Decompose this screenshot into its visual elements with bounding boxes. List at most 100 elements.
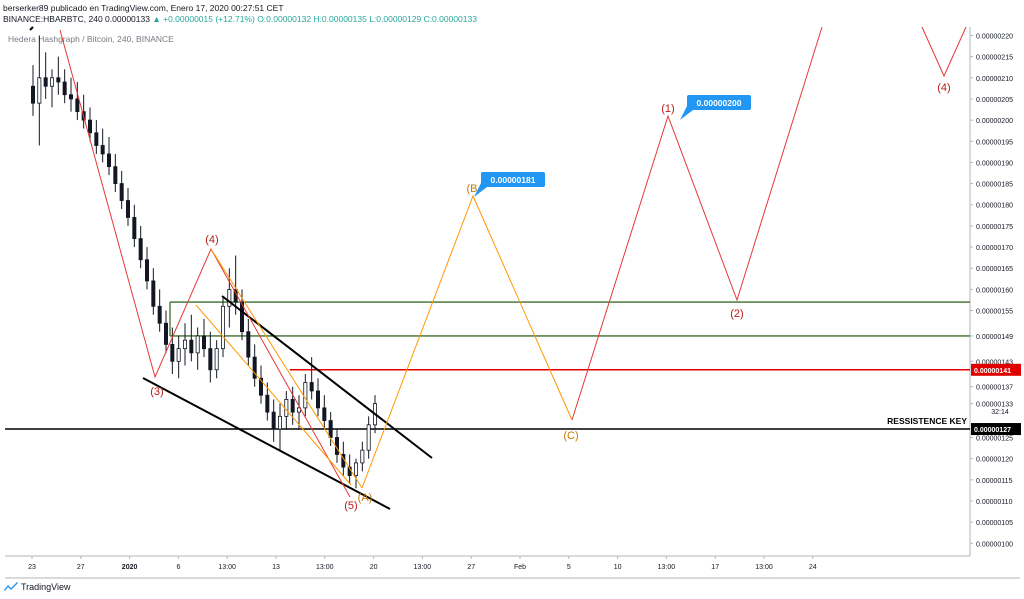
- y-tick-label: 0.00000170: [976, 245, 1013, 252]
- red-wave-path: [59, 29, 351, 498]
- y-tick-label: 0.00000143: [976, 359, 1013, 366]
- wave-label-red: (5): [344, 500, 357, 512]
- symbol-interval: BINANCE:HBARBTC, 240: [3, 14, 103, 24]
- candle-body: [239, 301, 244, 333]
- publish-info: berserker89 publicado en TradingView.com…: [3, 3, 284, 13]
- y-tick-label: 0.00000220: [976, 33, 1013, 40]
- wave-label-red: (1): [661, 103, 674, 115]
- candle-body: [119, 183, 124, 201]
- y-tick-label: 0.00000210: [976, 76, 1013, 83]
- candle-body: [353, 462, 358, 476]
- candle-body: [195, 335, 200, 354]
- candle-body: [144, 259, 149, 282]
- brand-name: TradingView: [21, 582, 71, 592]
- candle-body: [303, 382, 308, 409]
- x-tick-label: 27: [77, 564, 85, 571]
- top-trendline-stub: [29, 26, 34, 31]
- wave-label-orange: (A): [358, 492, 373, 504]
- wave-label-orange: (C): [563, 430, 578, 442]
- red-wave-projection: [571, 26, 823, 421]
- y-tick-label: 0.00000205: [976, 97, 1013, 104]
- wave-label-red: (4): [205, 234, 218, 246]
- candle-body: [75, 98, 80, 113]
- candle-body: [113, 166, 118, 184]
- ohlc-readout: BINANCE:HBARBTC, 240 0.00000133 ▲ +0.000…: [3, 14, 477, 24]
- x-tick-label: 23: [28, 564, 36, 571]
- symbol-legend: Hedera Hashgraph / Bitcoin, 240, BINANCE: [8, 34, 174, 44]
- candle-body: [290, 399, 295, 413]
- orange-leg-upper: [210, 248, 363, 489]
- candle-body: [37, 77, 42, 104]
- candle-body: [62, 81, 67, 96]
- ohlc-values: O:0.00000132 H:0.00000135 L:0.00000129 C…: [257, 14, 477, 24]
- candle-body: [252, 356, 257, 379]
- candle-body: [271, 411, 276, 430]
- candle-body: [176, 348, 181, 362]
- y-tick-label: 0.00000180: [976, 203, 1013, 210]
- x-tick-label: 13:00: [658, 564, 676, 571]
- lower-trendline: [142, 377, 391, 510]
- candle-body: [163, 322, 168, 345]
- tradingview-logo-icon: [4, 582, 18, 591]
- ressistence-key-label: RESSISTENCE KEY: [887, 416, 967, 426]
- price-marker-red: [971, 363, 1021, 376]
- wave-label-red: (2): [730, 308, 743, 320]
- candle-body: [366, 424, 371, 451]
- price-change: ▲ +0.00000015 (+12.71%): [152, 14, 255, 24]
- candle-body: [157, 305, 162, 324]
- candle-body: [277, 415, 282, 430]
- candle-body: [189, 339, 194, 354]
- x-tick-label: Feb: [514, 564, 526, 571]
- price-callout-pointer: [680, 106, 693, 120]
- price-callout-label: 0.00000200: [697, 98, 742, 108]
- x-tick-label: 20: [370, 564, 378, 571]
- y-tick-label: 0.00000125: [976, 436, 1013, 443]
- y-tick-label: 0.00000215: [976, 55, 1013, 62]
- y-tick-label: 0.00000115: [976, 478, 1013, 485]
- y-tick-label: 0.00000185: [976, 182, 1013, 189]
- candle-body: [170, 343, 175, 362]
- price-marker-key-label: 0.00000127: [974, 427, 1011, 434]
- y-tick-label: 0.00000100: [976, 541, 1013, 548]
- y-tick-label: 0.00000110: [976, 499, 1013, 506]
- price-callout-box[interactable]: [687, 95, 751, 110]
- candle-body: [246, 331, 251, 358]
- candle-body: [88, 119, 93, 134]
- x-tick-label: 13:00: [755, 564, 773, 571]
- y-tick-label: 0.00000137: [976, 385, 1013, 392]
- tradingview-brand[interactable]: TradingView: [4, 582, 71, 592]
- candle-body: [69, 94, 74, 100]
- y-tick-label: 0.00000175: [976, 224, 1013, 231]
- x-tick-label: 13:00: [316, 564, 334, 571]
- candle-body: [56, 77, 61, 83]
- x-tick-label: 13: [272, 564, 280, 571]
- y-tick-label: 0.00000160: [976, 287, 1013, 294]
- candle-body: [100, 145, 105, 155]
- candle-body: [43, 77, 48, 87]
- y-tick-label: 0.00000190: [976, 160, 1013, 167]
- candle-body: [296, 407, 301, 413]
- price-callout-box[interactable]: [481, 172, 545, 187]
- y-tick-label: 0.00000133: [976, 402, 1013, 409]
- candle-body: [126, 200, 131, 218]
- orange-abc-path: [361, 194, 573, 489]
- candle-body: [208, 348, 213, 371]
- candle-body: [258, 377, 263, 396]
- wave-label-red: (4): [937, 82, 950, 94]
- x-tick-label: 27: [467, 564, 475, 571]
- candle-body: [50, 77, 55, 87]
- x-tick-label: 10: [614, 564, 622, 571]
- candle-body: [360, 449, 365, 464]
- price-callout-label: 0.00000181: [491, 175, 536, 185]
- y-tick-label: 0.00000120: [976, 457, 1013, 464]
- y-tick-label: 0.00000195: [976, 139, 1013, 146]
- candle-body: [182, 339, 187, 350]
- candle-body: [265, 394, 270, 413]
- x-tick-label: 13:00: [414, 564, 432, 571]
- wave-label-orange: (B: [467, 183, 478, 195]
- candle-body: [151, 280, 156, 307]
- wave-label-red: (3): [150, 386, 163, 398]
- red-wave-top-right: [921, 26, 967, 78]
- x-tick-label: 6: [176, 564, 180, 571]
